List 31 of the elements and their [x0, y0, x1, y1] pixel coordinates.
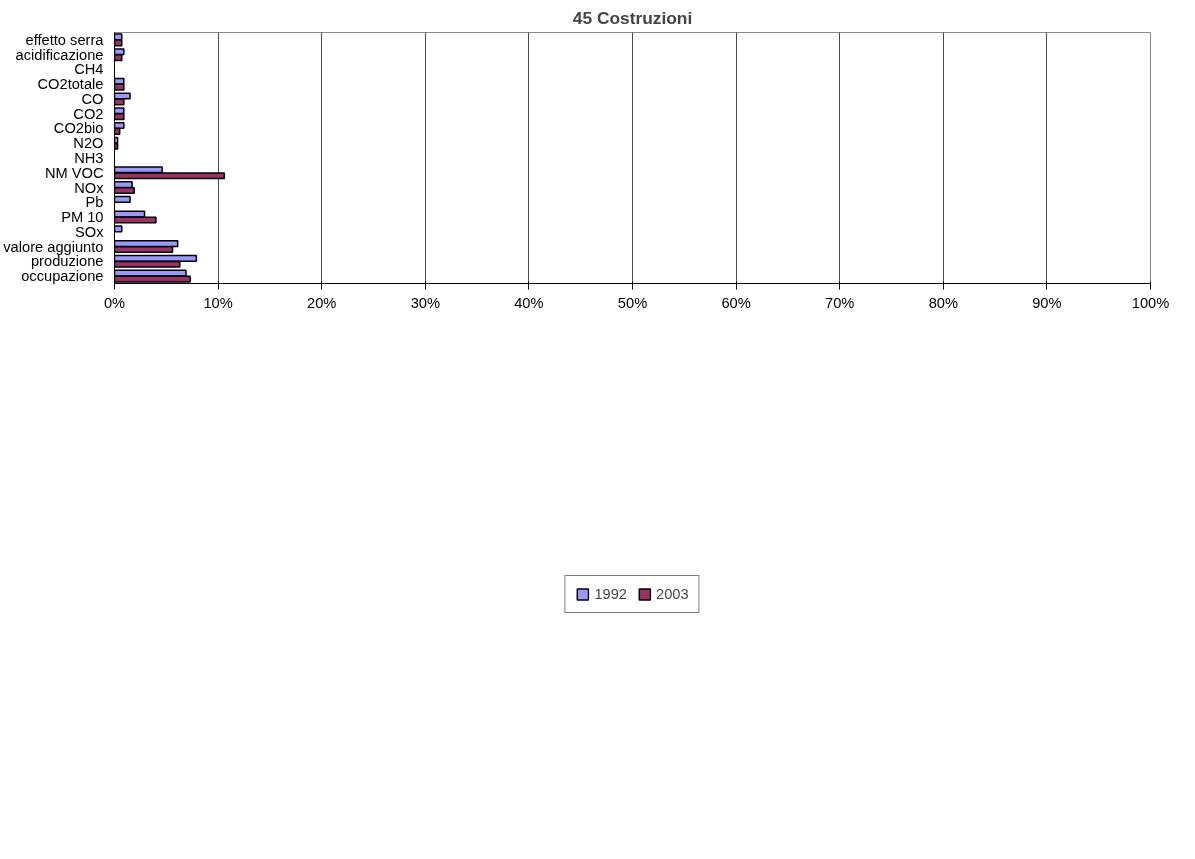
chart-title: 45 Costruzioni	[572, 7, 693, 28]
y-tick-label: valore aggiunto	[3, 238, 104, 255]
x-tick-label: 70%	[825, 294, 855, 311]
legend-label: 2003	[656, 586, 689, 602]
y-tick-label: NH3	[74, 150, 104, 166]
y-tick-label: CO2	[73, 105, 104, 122]
y-tick-label: PM 10	[61, 209, 104, 226]
x-tick-label: 90%	[1032, 294, 1062, 311]
y-tick-label: produzione	[30, 253, 104, 270]
y-tick-label: CO2totale	[37, 76, 104, 93]
y-tick-label: N2O	[73, 135, 104, 152]
y-tick-label: CO2bio	[53, 120, 104, 137]
x-tick-label: 0%	[103, 294, 126, 311]
x-tick-label: 30%	[410, 294, 440, 311]
x-tick-label: 50%	[617, 294, 648, 311]
y-tick-label: effetto serra	[25, 31, 105, 48]
x-tick-label: 10%	[203, 294, 233, 311]
y-tick-label: SOx	[75, 223, 105, 240]
y-tick-label: CH4	[74, 61, 104, 78]
x-tick-label: 20%	[307, 294, 337, 311]
y-tick-label: NM VOC	[44, 164, 104, 181]
x-tick-label: 60%	[721, 294, 751, 311]
y-tick-label: Pb	[85, 194, 104, 211]
x-tick-label: 100%	[1131, 294, 1170, 311]
y-tick-label: CO	[81, 90, 104, 107]
x-tick-label: 40%	[514, 294, 544, 311]
y-tick-label: occupazione	[21, 268, 104, 285]
y-tick-label: acidificazione	[15, 46, 104, 63]
y-tick-label: NOx	[74, 179, 105, 196]
legend-label: 1992	[594, 586, 627, 602]
x-tick-label: 80%	[928, 294, 958, 311]
